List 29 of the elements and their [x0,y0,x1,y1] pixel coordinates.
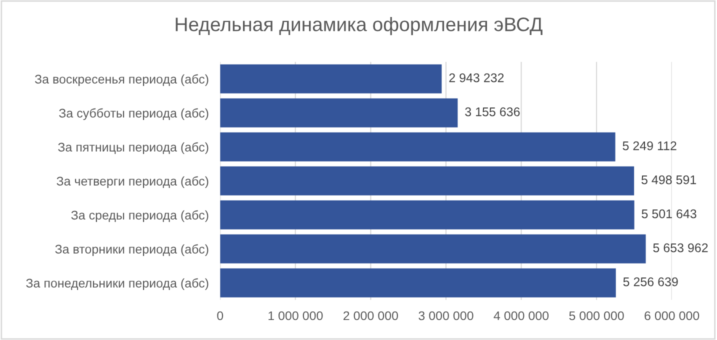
bar [220,200,634,230]
bar [220,64,442,94]
bar [220,268,616,298]
bar [220,98,458,128]
y-tick-label: За субботы периода (абс) [59,108,208,120]
data-label: 5 249 112 [622,141,676,150]
y-tick-label: За четверги периода (абс) [56,176,208,188]
bar [220,234,646,264]
x-tick-label: 4 000 000 [494,311,549,320]
data-label: 2 943 232 [449,73,504,82]
data-label: 5 501 643 [642,209,696,218]
x-tick-label: 6 000 000 [644,311,700,320]
y-tick-label: За понедельники периода (абс) [26,278,208,290]
data-label: 5 498 591 [642,175,696,184]
data-label: 5 653 962 [653,243,708,252]
data-label: 3 155 636 [465,107,520,116]
y-tick-label: За воскресенья периода (абс) [34,74,208,86]
bar [220,132,616,162]
x-tick-label: 2 000 000 [344,311,398,320]
bar [220,166,634,196]
y-tick-label: За среды периода (абс) [71,210,208,222]
x-tick-label: 1 000 000 [268,311,323,320]
chart-title: Недельная динамика оформления эВСД [176,17,542,36]
data-label: 5 256 639 [623,277,678,286]
x-tick-label: 5 000 000 [569,311,624,320]
x-tick-label: 3 000 000 [418,311,474,320]
x-tick-label: 0 [217,311,224,320]
y-tick-label: За пятницы периода (абс) [58,142,208,154]
y-tick-label: За вторники периода (абс) [55,244,208,256]
